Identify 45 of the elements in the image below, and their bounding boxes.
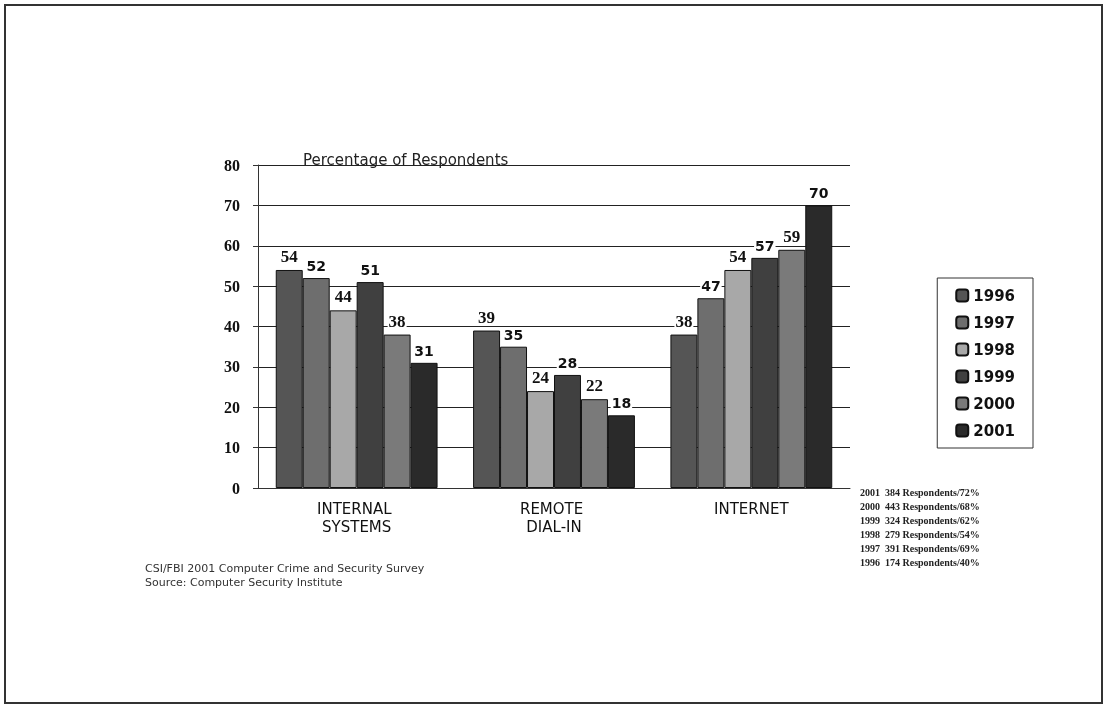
data-label: 54 — [280, 246, 299, 266]
data-label: 52 — [306, 258, 326, 275]
y-tick-label: 30 — [224, 358, 240, 376]
y-tick-label: 60 — [224, 237, 240, 255]
data-label: 57 — [755, 237, 775, 254]
text: 1997 391 Respondents/69% — [860, 542, 980, 554]
legend-label: 2000 — [973, 394, 1015, 413]
x-tick-label: INTERNET — [714, 500, 790, 518]
data-label: 44 — [334, 287, 353, 307]
data-label: 39 — [478, 307, 496, 327]
chart-title: Percentage of Respondents — [303, 150, 509, 169]
x-tick-label: INTERNAL SYSTEMS — [317, 500, 397, 536]
y-tick-label: 70 — [224, 196, 240, 214]
text: 1998 279 Respondents/54% — [860, 528, 980, 540]
legend-label: 1997 — [973, 313, 1015, 332]
y-tick-label: 40 — [224, 318, 240, 335]
y-tick-label: 0 — [232, 479, 240, 497]
data-label: 18 — [611, 395, 632, 412]
text: 2000 443 Respondents/68% — [860, 500, 980, 512]
data-label: 28 — [557, 354, 578, 371]
data-label: 47 — [701, 278, 721, 295]
data-label: 24 — [532, 368, 550, 388]
y-tick-label: 20 — [224, 398, 240, 416]
legend-label: 1996 — [973, 286, 1015, 305]
source-note: Source: Computer Security Institute — [145, 576, 343, 589]
data-label: 31 — [414, 342, 434, 359]
data-label: 59 — [783, 226, 801, 246]
text: CSI/FBI 2001 Computer Crime and Security Survey — [145, 562, 425, 575]
y-tick-label: 10 — [224, 439, 240, 457]
legend-label: 2001 — [973, 421, 1015, 440]
data-label: 54 — [729, 246, 747, 266]
data-label: 38 — [675, 311, 693, 331]
text: 1999 324 Respondents/62% — [860, 514, 980, 526]
data-label: 38 — [388, 311, 406, 331]
text: 1996 174 Respondents/40% — [860, 556, 980, 568]
y-tick-label: 80 — [224, 156, 240, 174]
y-tick-label: 50 — [224, 277, 240, 295]
data-label: 70 — [809, 185, 829, 202]
legend-label: 1998 — [973, 340, 1015, 359]
data-label: 22 — [585, 376, 603, 396]
legend-label: 1999 — [973, 367, 1015, 386]
data-label: 35 — [503, 326, 524, 343]
data-label: 51 — [360, 262, 380, 279]
text: 2001 384 Respondents/72% — [860, 486, 980, 498]
x-tick-label: REMOTE DIAL-IN — [519, 500, 589, 536]
